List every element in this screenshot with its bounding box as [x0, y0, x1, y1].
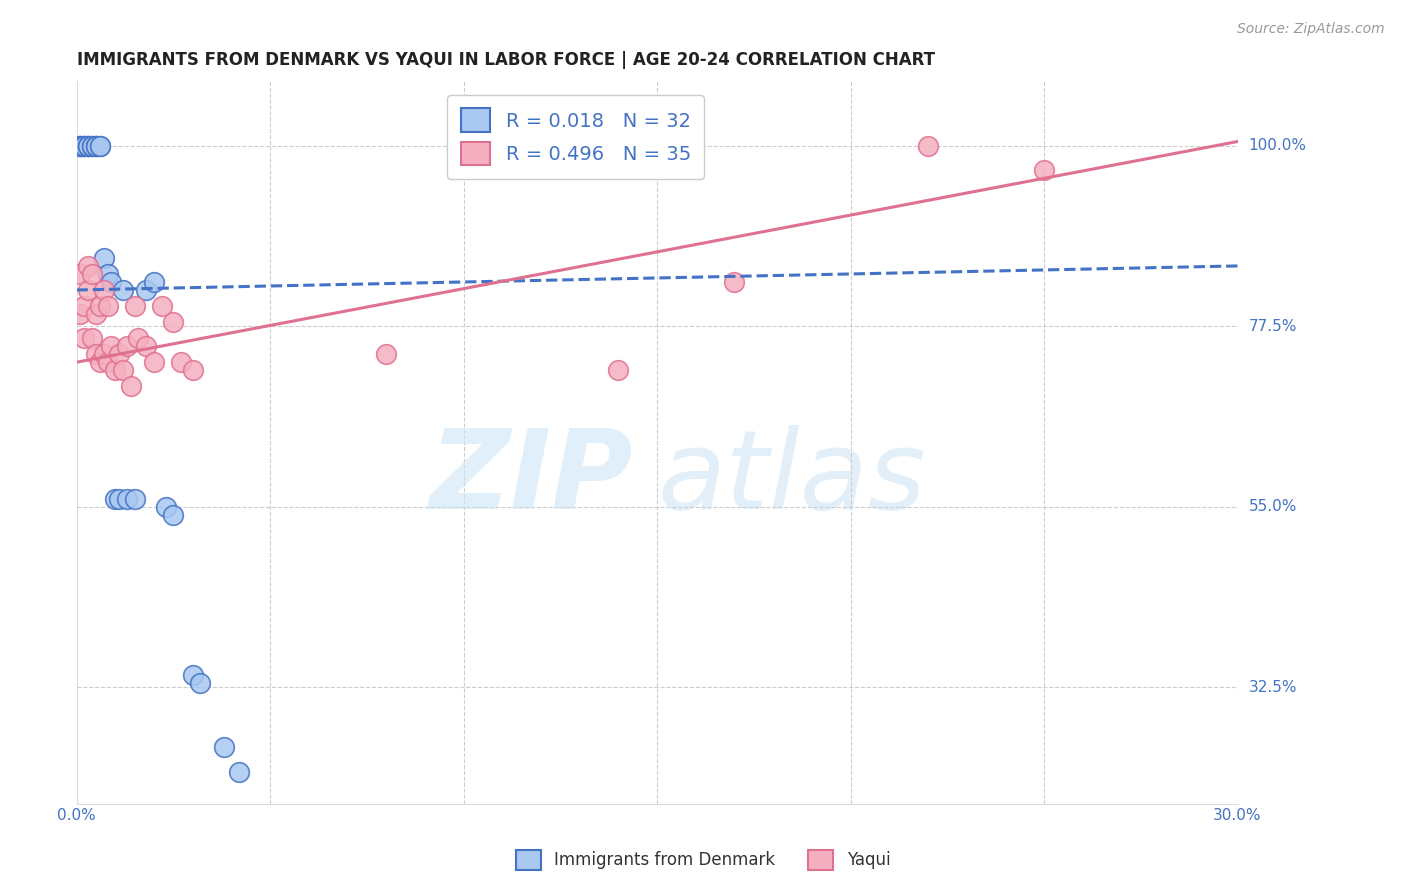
Point — [917, 138, 939, 153]
Point — [80, 138, 103, 153]
Point — [93, 251, 115, 265]
Point — [69, 138, 91, 153]
Point — [170, 355, 193, 369]
Point — [127, 331, 149, 345]
Point — [77, 259, 100, 273]
Point — [89, 355, 111, 369]
Point — [135, 339, 157, 353]
Point — [228, 764, 250, 779]
Point — [77, 283, 100, 297]
Point — [84, 307, 107, 321]
Point — [142, 355, 165, 369]
Point — [375, 347, 398, 361]
Point — [73, 331, 96, 345]
Point — [77, 138, 100, 153]
Text: 32.5%: 32.5% — [1249, 680, 1298, 695]
Point — [155, 500, 177, 514]
Point — [142, 275, 165, 289]
Point — [96, 355, 118, 369]
Point — [181, 668, 204, 682]
Point — [80, 138, 103, 153]
Text: ZIP: ZIP — [430, 425, 634, 533]
Point — [150, 299, 173, 313]
Point — [96, 267, 118, 281]
Text: IMMIGRANTS FROM DENMARK VS YAQUI IN LABOR FORCE | AGE 20-24 CORRELATION CHART: IMMIGRANTS FROM DENMARK VS YAQUI IN LABO… — [76, 51, 935, 69]
Point — [89, 138, 111, 153]
Point — [190, 676, 212, 690]
Point — [84, 138, 107, 153]
Point — [73, 138, 96, 153]
Point — [723, 275, 745, 289]
Point — [73, 138, 96, 153]
Point — [84, 138, 107, 153]
Legend: Immigrants from Denmark, Yaqui: Immigrants from Denmark, Yaqui — [509, 843, 897, 877]
Point — [73, 299, 96, 313]
Point — [69, 307, 91, 321]
Point — [89, 299, 111, 313]
Point — [124, 491, 146, 506]
Text: 77.5%: 77.5% — [1249, 318, 1296, 334]
Point — [77, 138, 100, 153]
Point — [135, 283, 157, 297]
Point — [104, 491, 127, 506]
Point — [73, 138, 96, 153]
Point — [69, 138, 91, 153]
Point — [124, 299, 146, 313]
Point — [93, 347, 115, 361]
Point — [69, 138, 91, 153]
Point — [69, 267, 91, 281]
Text: 100.0%: 100.0% — [1249, 138, 1306, 153]
Point — [84, 347, 107, 361]
Point — [607, 363, 630, 377]
Point — [115, 491, 138, 506]
Text: Source: ZipAtlas.com: Source: ZipAtlas.com — [1237, 22, 1385, 37]
Point — [162, 508, 184, 522]
Point — [89, 138, 111, 153]
Point — [80, 267, 103, 281]
Point — [77, 138, 100, 153]
Point — [80, 331, 103, 345]
Point — [1033, 162, 1056, 177]
Point — [162, 315, 184, 329]
Point — [115, 339, 138, 353]
Text: 55.0%: 55.0% — [1249, 500, 1296, 514]
Point — [100, 275, 122, 289]
Point — [108, 347, 131, 361]
Point — [104, 363, 127, 377]
Point — [212, 740, 235, 755]
Point — [120, 379, 142, 393]
Legend: R = 0.018   N = 32, R = 0.496   N = 35: R = 0.018 N = 32, R = 0.496 N = 35 — [447, 95, 704, 179]
Text: atlas: atlas — [657, 425, 925, 533]
Point — [111, 363, 134, 377]
Point — [93, 283, 115, 297]
Point — [181, 363, 204, 377]
Point — [96, 299, 118, 313]
Point — [111, 283, 134, 297]
Point — [100, 339, 122, 353]
Point — [108, 491, 131, 506]
Point — [84, 138, 107, 153]
